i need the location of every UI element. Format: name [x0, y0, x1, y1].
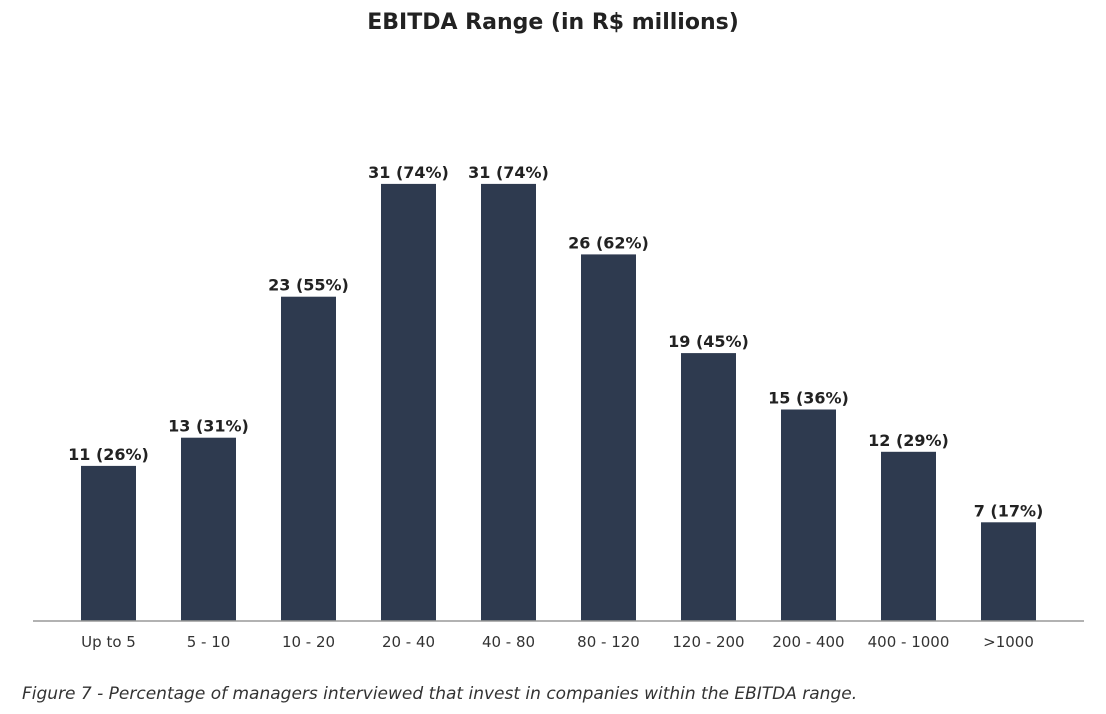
x-tick-label-8: 400 - 1000: [868, 633, 950, 651]
data-label-9: 7 (17%): [974, 501, 1044, 520]
bar-2: [281, 296, 336, 621]
x-tick-label-6: 120 - 200: [672, 633, 744, 651]
x-tick-label-4: 40 - 80: [482, 633, 535, 651]
x-tick-label-1: 5 - 10: [187, 633, 231, 651]
data-label-2: 23 (55%): [268, 276, 349, 295]
bar-5: [581, 254, 636, 621]
x-tick-label-7: 200 - 400: [772, 633, 844, 651]
data-label-0: 11 (26%): [68, 445, 149, 464]
x-tick-label-0: Up to 5: [81, 633, 136, 651]
x-tick-label-9: >1000: [983, 633, 1034, 651]
data-labels-layer: 11 (26%) 13 (31%) 23 (55%) 31 (74%) 31 (74%)…: [68, 163, 1043, 520]
bar-3: [381, 183, 436, 621]
bar-7: [781, 409, 836, 621]
data-label-4: 31 (74%): [468, 163, 549, 182]
figure-caption: Figure 7 - Percentage of managers interv…: [22, 684, 858, 704]
bar-8: [881, 451, 936, 621]
x-tick-label-5: 80 - 120: [577, 633, 640, 651]
data-label-5: 26 (62%): [568, 233, 649, 252]
data-label-7: 15 (36%): [768, 389, 849, 408]
x-tick-label-2: 10 - 20: [282, 633, 335, 651]
chart-title: EBITDA Range (in R$ millions): [367, 10, 739, 35]
x-tick-label-3: 20 - 40: [382, 633, 435, 651]
bar-6: [681, 353, 736, 621]
bar-0: [81, 465, 136, 621]
bar-9: [981, 522, 1036, 621]
data-label-1: 13 (31%): [168, 417, 249, 436]
bar-1: [181, 437, 236, 621]
bar-4: [481, 183, 536, 621]
data-label-6: 19 (45%): [668, 332, 749, 351]
x-tick-labels-layer: Up to 5 5 - 10 10 - 20 20 - 40 40 - 80 80 - 1…: [81, 633, 1034, 651]
data-label-3: 31 (74%): [368, 163, 449, 182]
bars-layer: [81, 183, 1036, 621]
data-label-8: 12 (29%): [868, 431, 949, 450]
